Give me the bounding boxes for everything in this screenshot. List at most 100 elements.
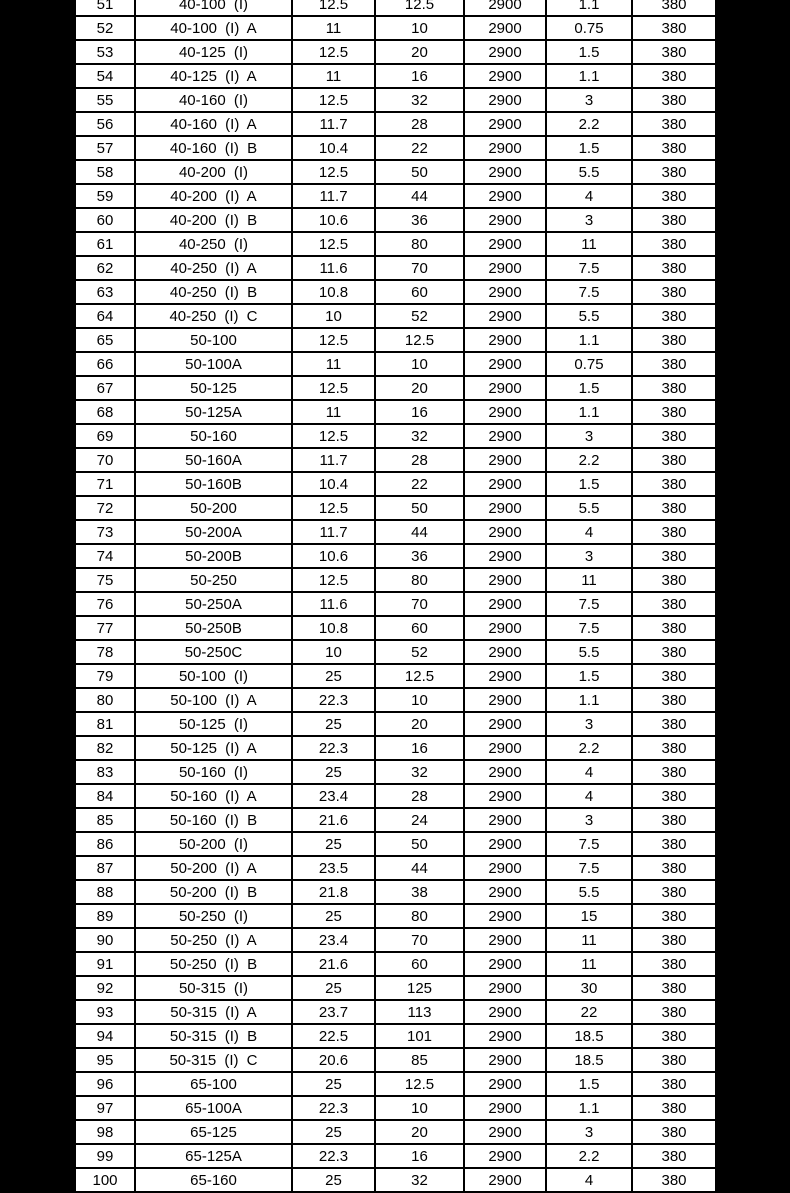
cell-row-number: 74 [76,545,136,567]
cell-value-2: 10 [376,1097,465,1119]
cell-value-2: 32 [376,89,465,111]
cell-power: 1.5 [547,377,633,399]
cell-speed: 2900 [465,641,547,663]
cell-model: 50-250B [136,617,293,639]
cell-value-1: 11.7 [293,521,376,543]
cell-row-number: 59 [76,185,136,207]
cell-voltage: 380 [633,233,717,255]
cell-model: 50-250 (I) [136,905,293,927]
cell-row-number: 61 [76,233,136,255]
cell-voltage: 380 [633,161,717,183]
cell-voltage: 380 [633,185,717,207]
cell-voltage: 380 [633,737,717,759]
cell-value-1: 11 [293,65,376,87]
cell-speed: 2900 [465,1073,547,1095]
cell-power: 1.5 [547,41,633,63]
cell-speed: 2900 [465,785,547,807]
cell-row-number: 53 [76,41,136,63]
table-row: 77 50-250B 10.8 60 2900 7.5 380 [74,617,717,641]
table-row: 52 40-100 (I) A 11 10 2900 0.75 380 [74,17,717,41]
cell-value-2: 24 [376,809,465,831]
cell-value-1: 25 [293,1073,376,1095]
table-row: 54 40-125 (I) A 11 16 2900 1.1 380 [74,65,717,89]
cell-row-number: 93 [76,1001,136,1023]
table-row: 87 50-200 (I) A 23.5 44 2900 7.5 380 [74,857,717,881]
cell-power: 7.5 [547,281,633,303]
cell-voltage: 380 [633,113,717,135]
cell-speed: 2900 [465,353,547,375]
cell-model: 50-160B [136,473,293,495]
table-row: 66 50-100A 11 10 2900 0.75 380 [74,353,717,377]
cell-voltage: 380 [633,1001,717,1023]
cell-voltage: 380 [633,305,717,327]
cell-speed: 2900 [465,809,547,831]
cell-value-2: 10 [376,689,465,711]
cell-voltage: 380 [633,809,717,831]
cell-power: 0.75 [547,353,633,375]
cell-row-number: 54 [76,65,136,87]
cell-row-number: 65 [76,329,136,351]
cell-value-1: 11.7 [293,449,376,471]
cell-value-1: 12.5 [293,377,376,399]
cell-voltage: 380 [633,0,717,15]
cell-value-1: 12.5 [293,161,376,183]
cell-model: 50-315 (I) C [136,1049,293,1071]
cell-row-number: 63 [76,281,136,303]
cell-value-2: 32 [376,1169,465,1191]
cell-value-2: 60 [376,281,465,303]
cell-value-1: 10 [293,641,376,663]
cell-value-2: 10 [376,353,465,375]
cell-power: 1.5 [547,137,633,159]
cell-value-2: 101 [376,1025,465,1047]
cell-row-number: 70 [76,449,136,471]
cell-power: 4 [547,185,633,207]
cell-row-number: 58 [76,161,136,183]
cell-power: 0.75 [547,17,633,39]
cell-row-number: 62 [76,257,136,279]
cell-value-1: 22.3 [293,689,376,711]
cell-voltage: 380 [633,425,717,447]
cell-value-2: 12.5 [376,665,465,687]
cell-value-2: 16 [376,65,465,87]
cell-row-number: 87 [76,857,136,879]
cell-voltage: 380 [633,905,717,927]
cell-model: 50-200B [136,545,293,567]
cell-row-number: 100 [76,1169,136,1191]
cell-value-2: 85 [376,1049,465,1071]
cell-speed: 2900 [465,497,547,519]
cell-power: 1.5 [547,1073,633,1095]
cell-speed: 2900 [465,137,547,159]
cell-power: 4 [547,521,633,543]
cell-voltage: 380 [633,665,717,687]
cell-value-1: 21.6 [293,953,376,975]
cell-speed: 2900 [465,305,547,327]
cell-value-1: 12.5 [293,89,376,111]
cell-voltage: 380 [633,449,717,471]
cell-value-2: 22 [376,137,465,159]
cell-value-2: 16 [376,401,465,423]
cell-power: 5.5 [547,161,633,183]
cell-model: 50-160 (I) A [136,785,293,807]
table-row: 81 50-125 (I) 25 20 2900 3 380 [74,713,717,737]
cell-value-1: 10.6 [293,209,376,231]
cell-voltage: 380 [633,137,717,159]
cell-speed: 2900 [465,689,547,711]
cell-row-number: 73 [76,521,136,543]
table-row: 91 50-250 (I) B 21.6 60 2900 11 380 [74,953,717,977]
cell-value-2: 16 [376,1145,465,1167]
cell-model: 65-125 [136,1121,293,1143]
cell-value-1: 12.5 [293,0,376,15]
cell-model: 50-160 (I) [136,761,293,783]
cell-power: 7.5 [547,257,633,279]
cell-power: 7.5 [547,593,633,615]
table-row: 59 40-200 (I) A 11.7 44 2900 4 380 [74,185,717,209]
cell-voltage: 380 [633,545,717,567]
table-row: 64 40-250 (I) C 10 52 2900 5.5 380 [74,305,717,329]
cell-voltage: 380 [633,761,717,783]
cell-value-2: 16 [376,737,465,759]
cell-row-number: 86 [76,833,136,855]
cell-model: 50-125 (I) A [136,737,293,759]
table-row: 100 65-160 25 32 2900 4 380 [74,1169,717,1193]
table-row: 89 50-250 (I) 25 80 2900 15 380 [74,905,717,929]
cell-voltage: 380 [633,593,717,615]
